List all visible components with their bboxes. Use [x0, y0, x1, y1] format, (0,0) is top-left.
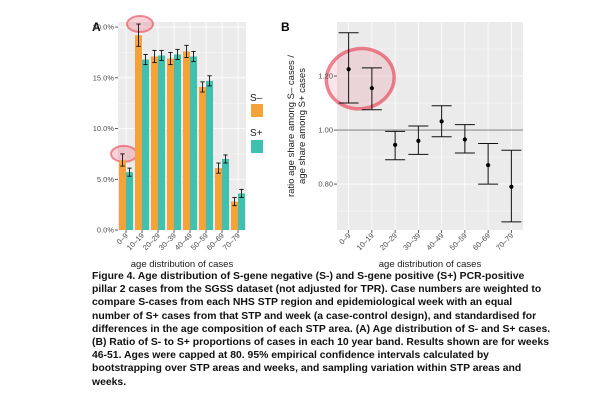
x-tick-label: 30–39	[401, 231, 422, 252]
bar-s-positive	[158, 55, 166, 230]
panel-b-plot-background	[337, 22, 523, 230]
bar-s-positive	[222, 158, 230, 230]
ratio-point	[486, 163, 491, 168]
ratio-point	[346, 67, 351, 72]
x-tick-label: 10–19	[355, 231, 376, 252]
bar-s-positive	[126, 172, 134, 230]
bar-s-negative	[198, 86, 206, 230]
panel-b-letter: B	[281, 20, 290, 34]
x-tick-label: 70–79	[494, 231, 515, 252]
panel-a: A 0.0% 5.0% 10.0% 15.0% 20.0% 0–910–1920–293…	[92, 15, 263, 270]
panel-b-y-axis-title-line-1: ratio age share among S– cases /	[286, 55, 297, 197]
ratio-point	[369, 86, 374, 91]
legend-key-s-negative	[251, 104, 263, 117]
legend-label-s-positive: S+	[250, 128, 263, 139]
bar-s-positive	[238, 193, 246, 230]
x-tick-label: 40–49	[424, 231, 445, 252]
ratio-point	[416, 138, 421, 143]
bar-s-positive	[142, 59, 150, 231]
y-tick-label: 5.0%	[97, 175, 114, 184]
ratio-point	[393, 142, 398, 148]
bar-s-negative	[214, 168, 222, 230]
legend: S– S+	[250, 93, 263, 153]
panel-b-y-axis-title-line-2: age share among S+ cases	[297, 68, 308, 184]
panel-a-letter: A	[92, 20, 101, 34]
ratio-point	[509, 184, 514, 189]
panel-a-x-axis-title: age distribution of cases	[131, 259, 234, 270]
ratio-point	[439, 119, 444, 124]
x-tick-label: 60–69	[471, 231, 492, 252]
x-tick-label: 20–29	[378, 231, 399, 252]
y-tick-label: 0.0%	[97, 226, 114, 235]
panel-b-x-axis-title: age distribution of cases	[379, 259, 482, 270]
panel-b-y-tick-labels: 0.80 1.00 1.20	[318, 72, 337, 189]
x-tick-label: 50–59	[448, 231, 469, 252]
legend-key-s-positive	[251, 140, 263, 153]
bar-s-positive	[206, 80, 214, 230]
panel-b-points	[346, 67, 514, 189]
y-tick-label: 1.20	[318, 72, 333, 81]
y-tick-label: 15.0%	[93, 73, 115, 82]
ratio-point	[462, 137, 467, 142]
y-tick-label: 0.80	[318, 180, 333, 189]
y-tick-label: 20.0%	[93, 23, 115, 32]
x-tick-label: 70–79	[221, 231, 242, 252]
panel-b-highlight-circles	[324, 46, 396, 111]
x-tick-label: 0–9	[337, 231, 352, 246]
panel-a-y-tick-labels: 0.0% 5.0% 10.0% 15.0% 20.0%	[93, 23, 118, 235]
bar-s-negative	[166, 58, 174, 231]
bar-s-positive	[174, 54, 182, 230]
panel-b-x-tick-labels: 0–9 10–19 20–29 30–39 40–49 50–59 60–69 70–79	[337, 230, 515, 252]
figure: A 0.0% 5.0% 10.0% 15.0% 20.0% 0–910–1920–293…	[92, 15, 523, 270]
panel-a-bars	[118, 35, 246, 231]
bar-s-positive	[190, 56, 198, 231]
y-tick-label: 10.0%	[93, 124, 115, 133]
panel-b: B 0.80 1.00 1.20 0–9 10–19 20–29 30–39 40–49 50…	[281, 20, 523, 270]
bar-s-negative	[134, 35, 142, 230]
bar-s-negative	[230, 201, 238, 230]
panel-a-error-bars	[120, 23, 244, 207]
bar-s-negative	[150, 56, 158, 231]
figure-caption: Figure 4. Age distribution of S-gene neg…	[92, 271, 551, 388]
bar-s-negative	[182, 51, 190, 230]
highlight-circle	[324, 46, 396, 111]
y-tick-label: 1.00	[318, 126, 333, 135]
bar-s-negative	[118, 159, 126, 230]
legend-label-s-negative: S–	[250, 93, 263, 104]
